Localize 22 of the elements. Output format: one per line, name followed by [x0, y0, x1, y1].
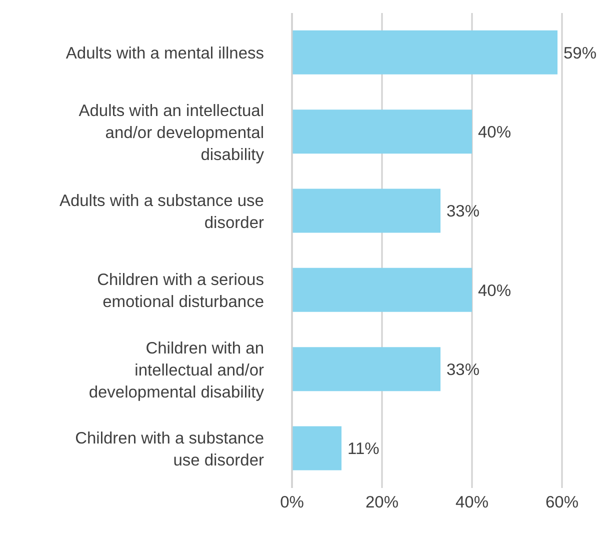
bar [292, 30, 558, 74]
data-label: 33% [446, 360, 480, 379]
bar [292, 110, 472, 154]
y-tick-label: Adults with a mental illness [66, 44, 264, 63]
y-tick-label: Children with a substance use disorder [75, 429, 264, 470]
y-tick-label: Children with a serious emotional disturbance [97, 271, 264, 312]
bar [292, 347, 440, 392]
y-tick-label: Children with an intellectual and/or developmental disability [88, 339, 265, 402]
bar [292, 188, 440, 233]
data-label: 59% [564, 44, 597, 62]
x-tick-label: 0% [280, 494, 304, 512]
bar [292, 268, 472, 312]
data-label: 11% [348, 440, 380, 458]
data-label: 40% [478, 282, 512, 300]
x-tick-label: 40% [455, 494, 489, 512]
bar [292, 426, 342, 470]
data-label: 33% [446, 202, 480, 221]
y-tick-label: Adults with a substance use disorder [59, 192, 264, 232]
data-label: 40% [478, 123, 512, 142]
y-tick-label: Adults with an intellectual and/or developmental disability [78, 102, 265, 164]
x-tick-label: 60% [545, 494, 579, 512]
x-tick-label: 20% [365, 494, 399, 512]
